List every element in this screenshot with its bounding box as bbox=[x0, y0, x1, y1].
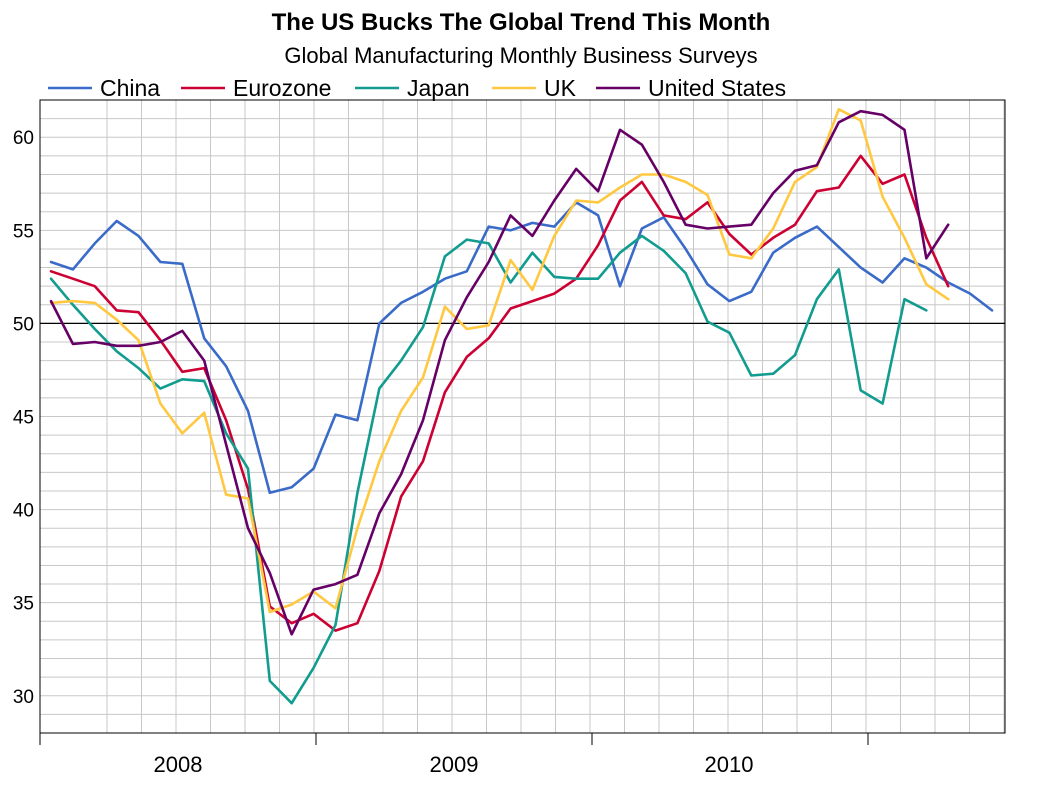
legend-label: China bbox=[100, 75, 160, 101]
series-line-eurozone bbox=[49, 154, 950, 632]
y-tick-label: 45 bbox=[13, 408, 34, 429]
legend-item: China bbox=[48, 75, 160, 101]
y-tick-label: 50 bbox=[13, 314, 34, 335]
x-axis: 2008 2009 2010 bbox=[39, 733, 869, 777]
series-line-united-states bbox=[49, 109, 950, 636]
y-tick-label: 30 bbox=[13, 687, 34, 708]
x-tick-label: 2009 bbox=[430, 752, 479, 777]
legend-label: United States bbox=[648, 75, 786, 101]
x-tick-label: 2008 bbox=[154, 752, 203, 777]
series-line-japan bbox=[49, 234, 928, 705]
legend-label: Japan bbox=[407, 75, 470, 101]
chart-title: The US Bucks The Global Trend This Month bbox=[272, 9, 771, 36]
legend-label: UK bbox=[544, 75, 577, 101]
y-tick-label: 55 bbox=[13, 221, 34, 242]
y-axis: 30 35 40 45 50 55 60 bbox=[13, 128, 34, 708]
plot-area bbox=[39, 99, 1006, 734]
y-tick-label: 35 bbox=[13, 594, 34, 615]
legend-item: UK bbox=[492, 75, 577, 101]
series-line-uk bbox=[49, 108, 950, 614]
legend-item: United States bbox=[596, 75, 786, 101]
legend-label: Eurozone bbox=[233, 75, 331, 101]
legend: China Eurozone Japan UK United States bbox=[48, 75, 786, 101]
legend-item: Eurozone bbox=[181, 75, 331, 101]
x-tick-label: 2010 bbox=[705, 752, 754, 777]
y-tick-label: 40 bbox=[13, 501, 34, 522]
y-tick-label: 60 bbox=[13, 128, 34, 149]
series-layer bbox=[49, 108, 994, 705]
legend-item: Japan bbox=[355, 75, 470, 101]
chart-subtitle: Global Manufacturing Monthly Business Su… bbox=[284, 43, 757, 68]
